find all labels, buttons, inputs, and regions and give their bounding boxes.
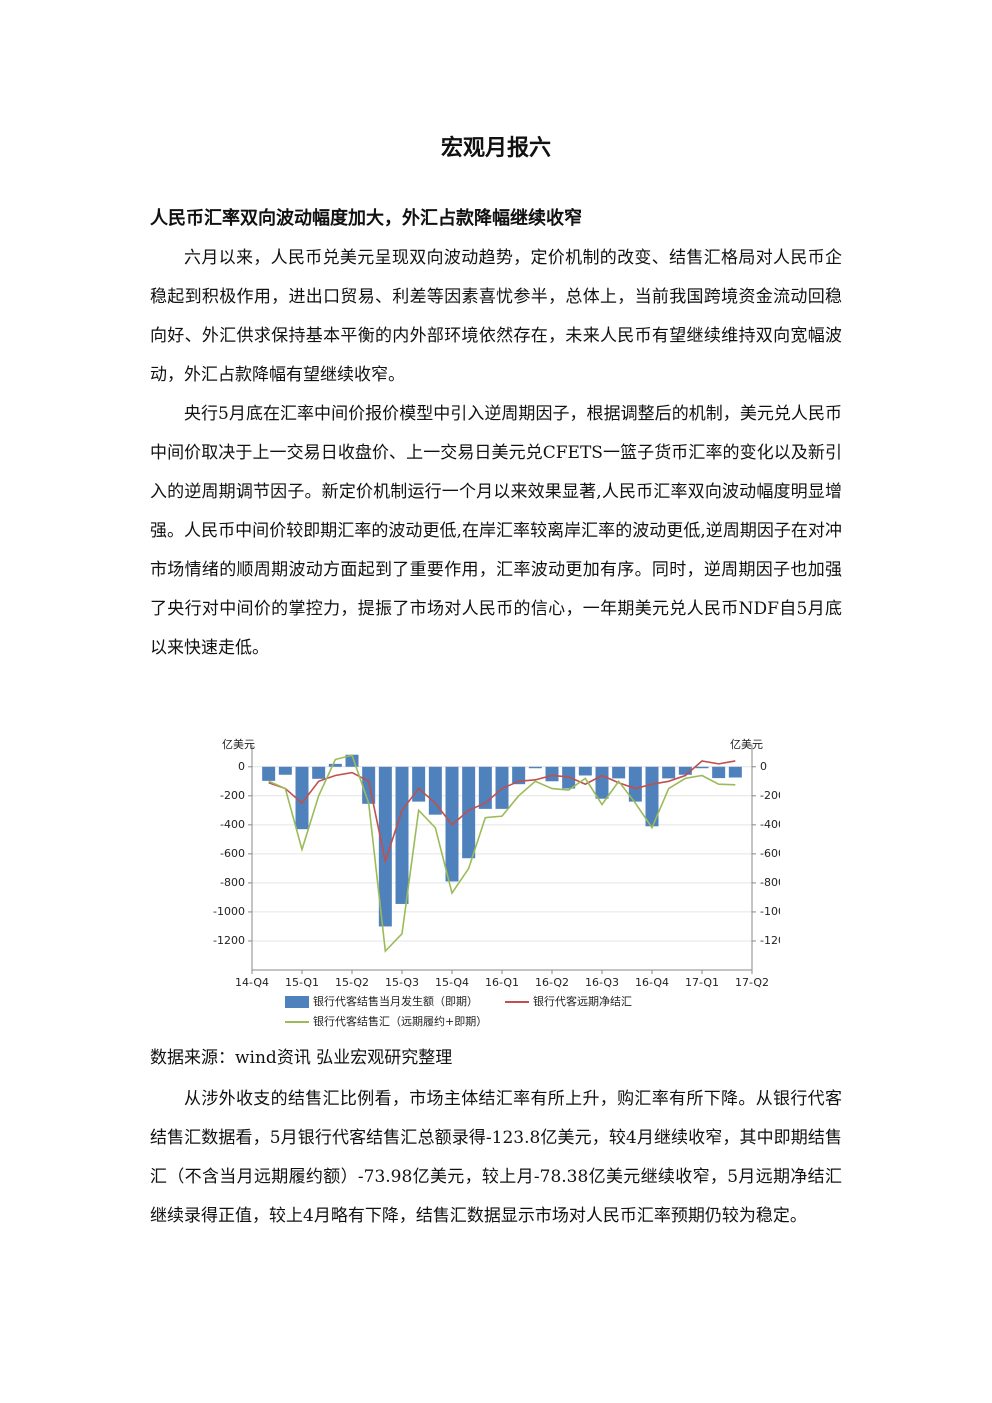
section-heading: 人民币汇率双向波动幅度加大，外汇占款降幅继续收窄: [150, 208, 582, 229]
bar: [295, 766, 309, 830]
x-tick-label: 15-Q2: [335, 976, 369, 989]
y2-tick-label: -600: [760, 847, 780, 860]
bar: [528, 766, 542, 769]
data-source: 数据来源：wind资讯 弘业宏观研究整理: [150, 1048, 453, 1068]
y-tick-label: -1000: [213, 905, 245, 918]
y2-tick-label: -400: [760, 818, 780, 831]
y2-axis-label: 亿美元: [730, 738, 763, 751]
y2-tick-label: -200: [760, 789, 780, 802]
chart: -1200 -1000 -800 -600 -400 -200 0 -1200 -1000 -80…: [213, 738, 780, 1028]
bar: [578, 766, 592, 776]
bar: [328, 763, 342, 767]
bar: [262, 766, 276, 781]
y-tick-label: -600: [220, 847, 245, 860]
legend-swatch: [285, 996, 309, 1008]
x-tick-label: 16-Q4: [635, 976, 669, 989]
y-tick-label: -1200: [213, 934, 245, 947]
line: [268, 760, 736, 865]
bar: [712, 766, 726, 779]
bar: [728, 766, 742, 778]
y-tick-label: 0: [238, 760, 245, 773]
paragraph: 央行5月底在汇率中间价报价模型中引入逆周期因子，根据调整后的机制，美元兑人民币中…: [150, 404, 842, 658]
y-tick-label: -400: [220, 818, 245, 831]
y2-tick-label: -800: [760, 876, 780, 889]
x-tick-label: 16-Q3: [585, 976, 619, 989]
y2-tick-label: -1000: [760, 905, 780, 918]
bar: [512, 766, 526, 785]
bar: [478, 766, 492, 809]
bar: [628, 766, 642, 802]
y2-tick-label: -1200: [760, 934, 780, 947]
x-tick-label: 15-Q4: [435, 976, 469, 989]
bar: [362, 766, 376, 804]
x-tick-label: 17-Q1: [685, 976, 719, 989]
bar: [595, 766, 609, 799]
bar: [545, 766, 559, 782]
bar: [645, 766, 659, 827]
y-tick-label: -800: [220, 876, 245, 889]
x-tick-label: 16-Q1: [485, 976, 519, 989]
bar: [412, 766, 426, 802]
bar: [378, 766, 392, 927]
x-tick-label: 17-Q2: [735, 976, 769, 989]
doc-title: 宏观月报六: [440, 135, 551, 161]
x-tick-label: 14-Q4: [235, 976, 269, 989]
bar: [662, 766, 676, 779]
bar: [278, 766, 292, 775]
bar: [612, 766, 626, 779]
bar: [395, 766, 409, 904]
x-tick-label: 16-Q2: [535, 976, 569, 989]
paragraph: 从涉外收支的结售汇比例看，市场主体结汇率有所上升，购汇率有所下降。从银行代客结售…: [150, 1089, 842, 1226]
y-axis-label: 亿美元: [222, 738, 255, 751]
y2-tick-label: 0: [760, 760, 767, 773]
x-tick-label: 15-Q3: [385, 976, 419, 989]
bar: [312, 766, 326, 779]
line: [268, 754, 736, 953]
legend-label: 银行代客结售当月发生额（即期）: [313, 994, 478, 1008]
bar: [428, 766, 442, 815]
x-tick-label: 15-Q1: [285, 976, 319, 989]
bar: [695, 766, 709, 769]
bar: [678, 766, 692, 775]
legend-label: 银行代客远期净结汇: [533, 994, 632, 1008]
y-tick-label: -200: [220, 789, 245, 802]
legend-label: 银行代客结售汇（远期履约+即期）: [313, 1014, 487, 1028]
bar: [462, 766, 476, 859]
paragraph: 六月以来，人民币兑美元呈现双向波动趋势，定价机制的改变、结售汇格局对人民币企稳起…: [150, 248, 842, 385]
